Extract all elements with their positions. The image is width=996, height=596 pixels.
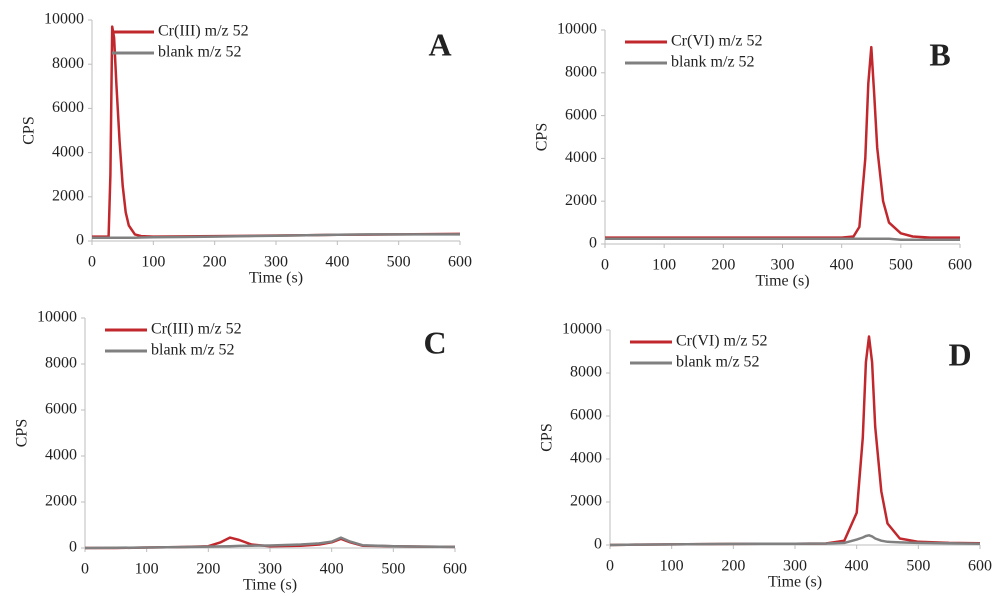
y-tick-label: 10000 [37, 309, 77, 326]
x-tick-label: 500 [381, 561, 405, 578]
x-tick-label: 300 [771, 257, 795, 274]
legend-label: blank m/z 52 [151, 342, 235, 359]
x-tick-label: 0 [601, 257, 609, 274]
x-tick-label: 0 [81, 561, 89, 578]
y-tick-label: 6000 [570, 407, 602, 424]
y-tick-label: 10000 [557, 21, 597, 38]
y-tick-label: 0 [594, 536, 602, 553]
y-tick-label: 2000 [570, 493, 602, 510]
x-axis-label: Time (s) [755, 273, 809, 290]
x-tick-label: 200 [711, 257, 735, 274]
legend-label: Cr(III) m/z 52 [151, 321, 242, 338]
y-axis-label: CPS [539, 423, 556, 451]
x-tick-label: 400 [325, 254, 349, 271]
y-tick-label: 8000 [570, 364, 602, 381]
y-tick-label: 2000 [565, 192, 597, 209]
y-tick-label: 6000 [52, 99, 84, 116]
data-line [84, 536, 456, 550]
legend-label: Cr(III) m/z 52 [158, 23, 249, 40]
y-tick-label: 6000 [45, 401, 77, 418]
x-tick-label: 400 [320, 561, 344, 578]
x-axis-label: Time (s) [243, 577, 297, 594]
y-tick-label: 0 [589, 235, 597, 252]
x-tick-label: 600 [948, 257, 972, 274]
y-axis-label: CPS [14, 419, 31, 447]
y-tick-label: 4000 [52, 143, 84, 160]
data-line [605, 45, 960, 239]
x-tick-label: 400 [845, 558, 869, 575]
data-line [605, 237, 960, 241]
legend-label: blank m/z 52 [158, 44, 242, 61]
legend-label: Cr(VI) m/z 52 [676, 333, 768, 350]
x-tick-label: 500 [387, 254, 411, 271]
x-tick-label: 100 [652, 257, 676, 274]
x-tick-label: 400 [830, 257, 854, 274]
y-tick-label: 2000 [52, 187, 84, 204]
x-tick-label: 0 [606, 558, 614, 575]
x-tick-label: 200 [196, 561, 220, 578]
x-tick-label: 100 [135, 561, 159, 578]
y-tick-label: 8000 [52, 55, 84, 72]
x-tick-label: 600 [968, 558, 992, 575]
x-axis-label: Time (s) [249, 270, 303, 287]
y-tick-label: 0 [69, 539, 77, 556]
legend-label: blank m/z 52 [676, 354, 760, 371]
x-tick-label: 600 [443, 561, 467, 578]
x-tick-label: 500 [889, 257, 913, 274]
x-tick-label: 300 [258, 561, 282, 578]
y-tick-label: 2000 [45, 493, 77, 510]
data-line [92, 233, 460, 239]
x-tick-label: 100 [660, 558, 684, 575]
data-line [609, 534, 981, 547]
y-tick-label: 10000 [44, 11, 84, 28]
x-tick-label: 200 [721, 558, 745, 575]
legend-label: blank m/z 52 [671, 54, 755, 71]
x-tick-label: 0 [88, 254, 96, 271]
y-tick-label: 4000 [565, 149, 597, 166]
x-tick-label: 600 [448, 254, 472, 271]
panel-label: D [948, 336, 971, 372]
y-tick-label: 4000 [45, 447, 77, 464]
data-line [609, 335, 981, 547]
y-tick-label: 8000 [45, 355, 77, 372]
x-tick-label: 300 [264, 254, 288, 271]
y-axis-label: CPS [534, 123, 551, 151]
legend-label: Cr(VI) m/z 52 [671, 33, 763, 50]
x-tick-label: 100 [141, 254, 165, 271]
data-line [92, 25, 461, 238]
y-tick-label: 4000 [570, 450, 602, 467]
x-tick-label: 300 [783, 558, 807, 575]
panel-label: C [423, 324, 446, 360]
y-tick-label: 10000 [562, 321, 602, 338]
x-tick-label: 200 [203, 254, 227, 271]
y-tick-label: 8000 [565, 63, 597, 80]
panel-label: A [428, 26, 451, 62]
panel-label: B [929, 36, 950, 72]
y-axis-label: CPS [21, 116, 38, 144]
x-tick-label: 500 [906, 558, 930, 575]
x-axis-label: Time (s) [768, 574, 822, 591]
y-tick-label: 0 [76, 232, 84, 249]
y-tick-label: 6000 [565, 106, 597, 123]
